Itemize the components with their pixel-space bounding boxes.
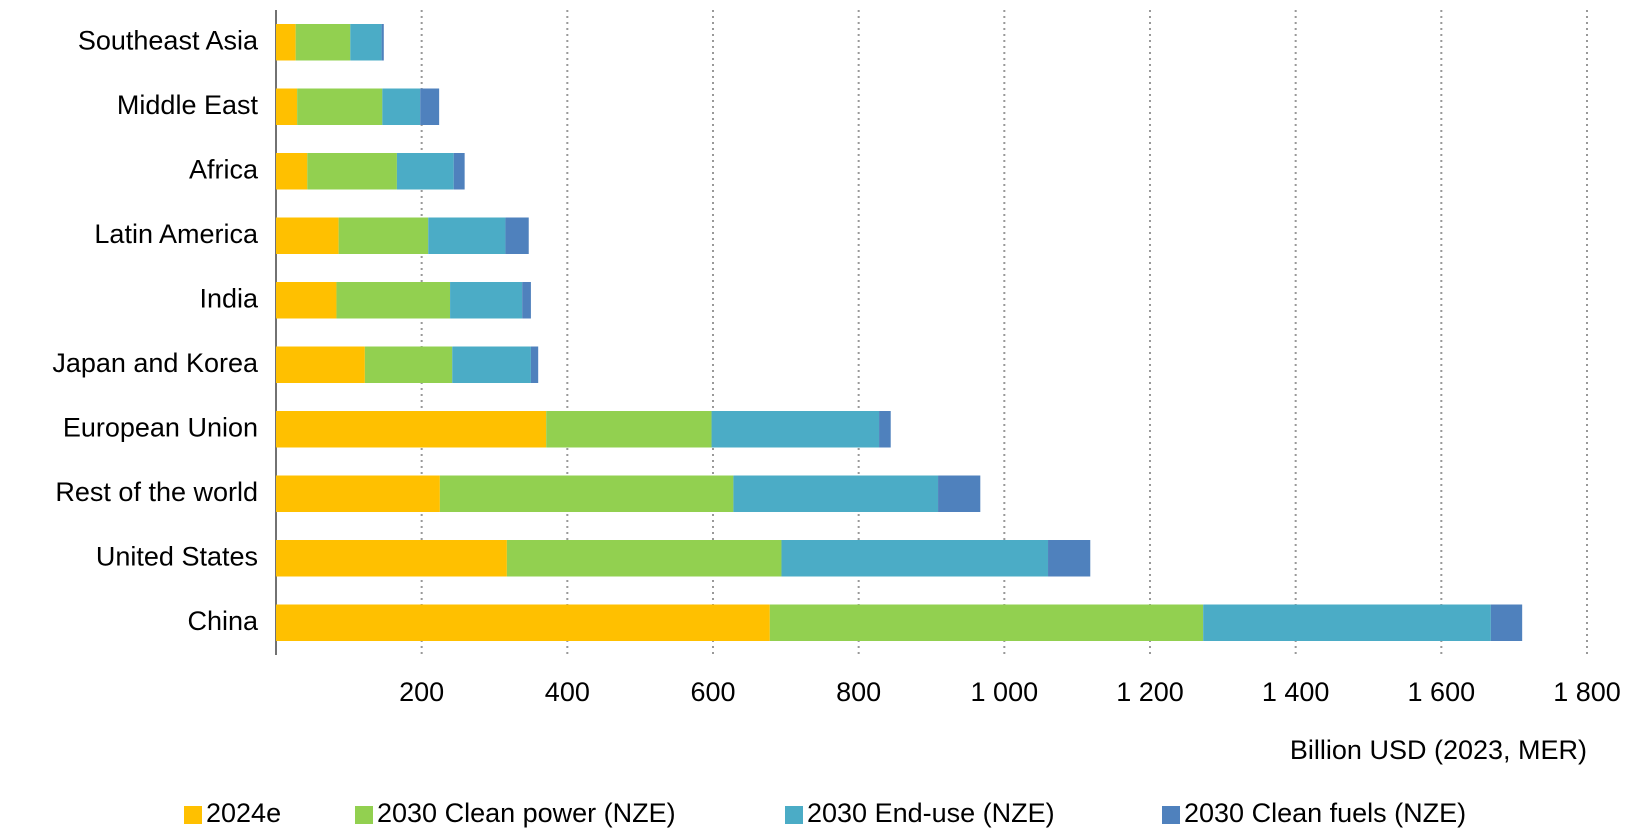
y-tick-label: Latin America [94, 219, 259, 249]
legend-label: 2024e [206, 798, 281, 828]
bar-segment [452, 346, 531, 383]
y-tick-label: European Union [63, 412, 258, 442]
x-tick-label: 600 [690, 677, 735, 707]
bar-segment [1048, 540, 1091, 577]
bar-segment [396, 153, 454, 190]
bar-segment [276, 282, 337, 319]
bar-segment [307, 153, 397, 190]
bar-segment [879, 411, 891, 448]
legend-swatch [785, 806, 803, 824]
bar-segment [276, 346, 365, 383]
y-tick-label: Middle East [117, 90, 259, 120]
legend-label: 2030 Clean fuels (NZE) [1184, 798, 1466, 828]
legend-label: 2030 Clean power (NZE) [377, 798, 676, 828]
bar-segment [295, 24, 351, 61]
bar-segment [276, 24, 296, 61]
y-tick-label: Rest of the world [55, 477, 258, 507]
x-axis-title: Billion USD (2023, MER) [1290, 735, 1587, 765]
legend-swatch [184, 806, 202, 824]
y-tick-label: United States [96, 541, 258, 571]
bar-segment [276, 475, 440, 512]
bar-segment [1203, 604, 1491, 641]
bar-segment [733, 475, 939, 512]
x-tick-label: 1 200 [1116, 677, 1184, 707]
bar-segment [711, 411, 880, 448]
bar-segment [276, 153, 308, 190]
bar-segment [505, 217, 529, 254]
bar-segment [769, 604, 1204, 641]
bar-segment [276, 411, 547, 448]
bar-segment [381, 24, 384, 61]
bar-segment [297, 88, 383, 125]
bar-segment [1490, 604, 1523, 641]
bar-segment [382, 88, 421, 125]
bar-segment [453, 153, 465, 190]
y-tick-label: Africa [189, 154, 259, 184]
bar-segment [338, 217, 429, 254]
bar-segment [450, 282, 523, 319]
x-tick-label: 200 [399, 677, 444, 707]
bar-segment [276, 88, 298, 125]
bar-segment [364, 346, 453, 383]
legend-label: 2030 End-use (NZE) [807, 798, 1055, 828]
x-tick-label: 800 [836, 677, 881, 707]
bar-segment [781, 540, 1049, 577]
bar-segment [420, 88, 440, 125]
bar-segment [350, 24, 382, 61]
x-tick-label: 1 600 [1408, 677, 1476, 707]
x-tick-label: 1 000 [971, 677, 1039, 707]
y-tick-label: China [187, 606, 259, 636]
bar-segment [938, 475, 981, 512]
legend-swatch [355, 806, 373, 824]
x-tick-label: 400 [545, 677, 590, 707]
bar-segment [276, 217, 339, 254]
bar-segment [336, 282, 451, 319]
x-tick-label: 1 400 [1262, 677, 1330, 707]
y-tick-label: Southeast Asia [78, 25, 259, 55]
y-tick-label: Japan and Korea [52, 348, 259, 378]
bar-segment [439, 475, 734, 512]
y-tick-label: India [199, 283, 259, 313]
bar-segment [506, 540, 782, 577]
bar-segment [276, 540, 507, 577]
x-tick-label: 1 800 [1553, 677, 1621, 707]
legend-swatch [1162, 806, 1180, 824]
bar-segment [546, 411, 712, 448]
bar-segment [522, 282, 531, 319]
bar-segment [530, 346, 539, 383]
bar-segment [428, 217, 506, 254]
bar-segment [276, 604, 770, 641]
